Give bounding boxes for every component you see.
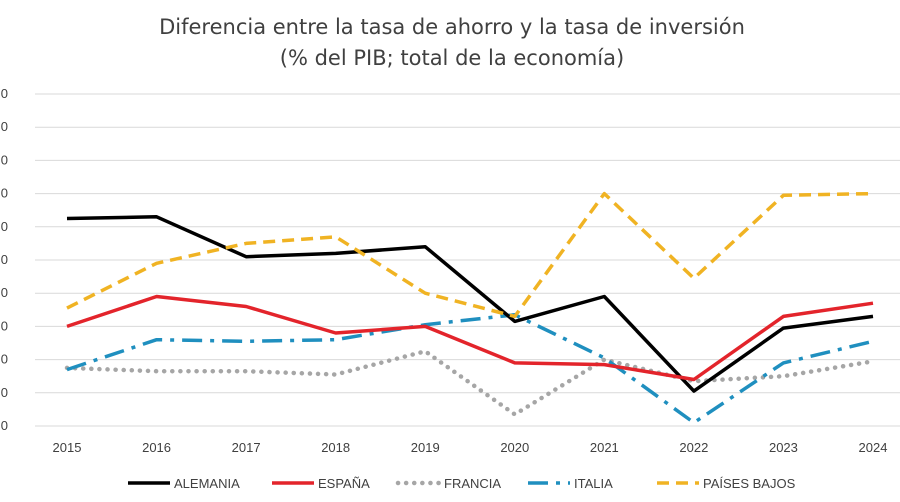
x-tick-label: 2021: [590, 440, 619, 455]
y-tick-label: 0: [1, 352, 8, 367]
x-tick-label: 2022: [679, 440, 708, 455]
series-line-francia: [64, 349, 876, 417]
y-axis-ticks: 0 0 0 0 0 0 0 0 0 0 0: [1, 86, 8, 433]
legend-label: FRANCIA: [444, 476, 501, 491]
x-tick-label: 2023: [769, 440, 798, 455]
x-tick-label: 2016: [142, 440, 171, 455]
series-line-pa-ses-bajos: [66, 191, 874, 319]
y-tick-label: 0: [1, 385, 8, 400]
legend-label: PAÍSES BAJOS: [703, 476, 796, 491]
series: [64, 191, 876, 425]
x-tick-label: 2020: [500, 440, 529, 455]
legend-label: ALEMANIA: [174, 476, 240, 491]
x-tick-label: 2019: [411, 440, 440, 455]
series-line-alemania: [66, 215, 874, 393]
x-tick-label: 2024: [859, 440, 888, 455]
y-tick-label: 0: [1, 152, 8, 167]
series-line-italia: [66, 313, 874, 425]
y-tick-label: 0: [1, 186, 8, 201]
legend: ALEMANIA ESPAÑA FRANCIA ITALIA PAÍSES BAJOS: [128, 476, 796, 491]
y-tick-label: 0: [1, 119, 8, 134]
series-line-espa-a: [66, 294, 874, 382]
x-tick-label: 2015: [53, 440, 82, 455]
y-tick-label: 0: [1, 252, 8, 267]
y-tick-label: 0: [1, 418, 8, 433]
y-tick-label: 0: [1, 318, 8, 333]
y-tick-label: 0: [1, 86, 8, 101]
chart-title: Diferencia entre la tasa de ahorro y la …: [159, 15, 745, 39]
x-tick-label: 2017: [232, 440, 261, 455]
legend-label: ESPAÑA: [318, 476, 370, 491]
legend-label: ITALIA: [574, 476, 613, 491]
chart-subtitle: (% del PIB; total de la economía): [280, 46, 624, 70]
y-tick-label: 0: [1, 285, 8, 300]
y-tick-label: 0: [1, 219, 8, 234]
x-axis-ticks: 2015 2016 2017 2018 2019 2020 2021 2022 2023 2024: [53, 440, 888, 455]
x-tick-label: 2018: [321, 440, 350, 455]
